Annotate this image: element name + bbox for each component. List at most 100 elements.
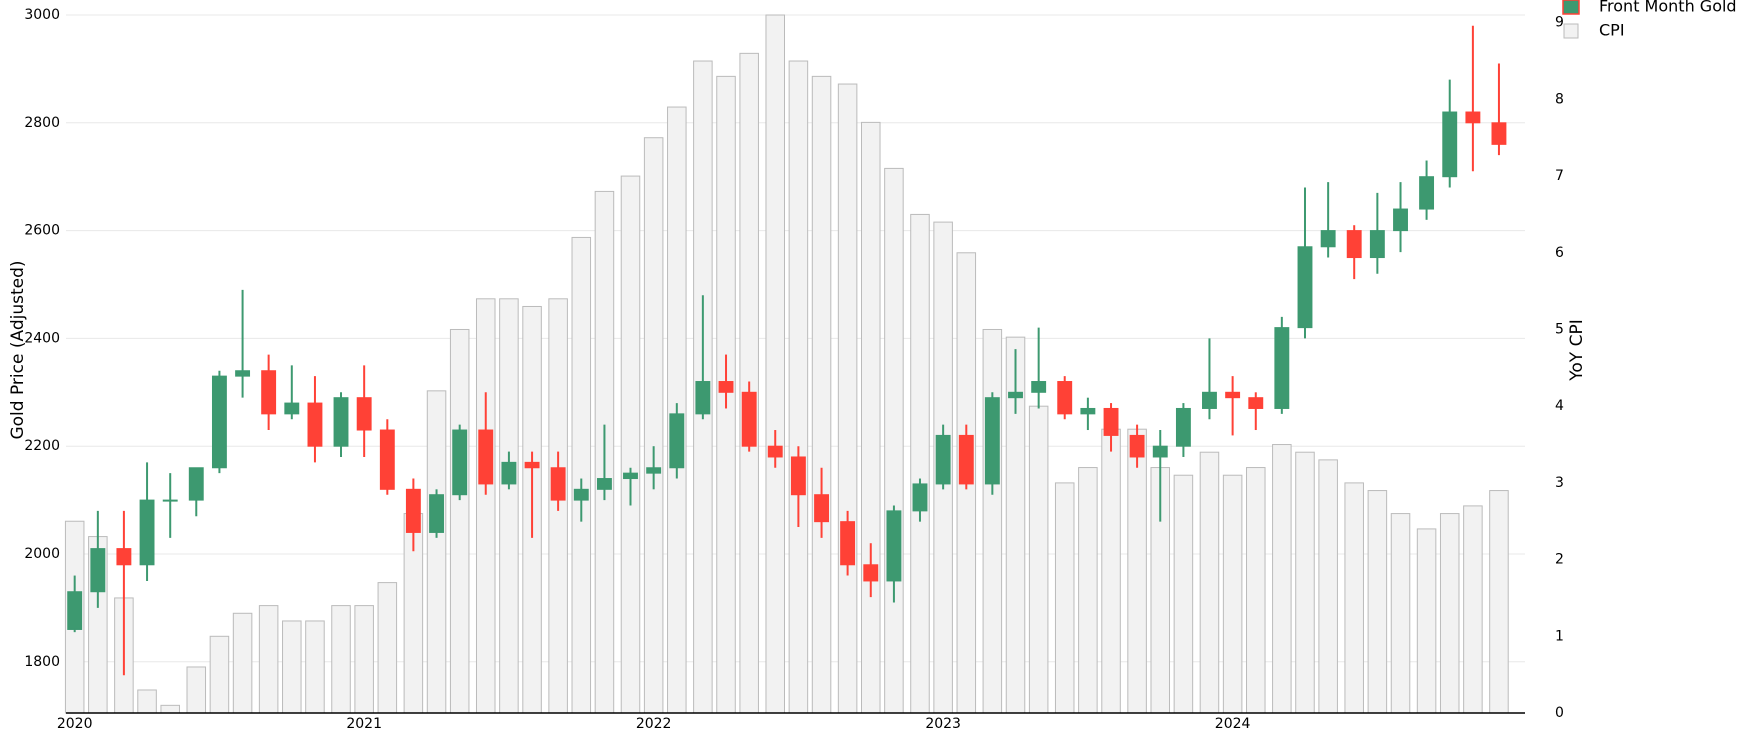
y2-tick-label: 5 — [1555, 321, 1564, 337]
candle-body — [1057, 381, 1073, 415]
candle-body — [524, 461, 540, 469]
candle-body — [379, 429, 395, 490]
y2-tick-label: 6 — [1555, 245, 1564, 261]
x-tick-label: 2021 — [346, 716, 382, 731]
candle-body — [1008, 391, 1023, 399]
candle-body — [550, 467, 566, 501]
cpi-bar — [837, 83, 858, 714]
cpi-bar — [1272, 444, 1292, 714]
y-tick-label: 2400 — [24, 330, 60, 346]
candle-body — [116, 548, 132, 566]
candle-body — [356, 397, 372, 431]
candle-body — [718, 381, 734, 393]
y2-tick-label: 4 — [1555, 398, 1564, 414]
candle-body — [1465, 111, 1481, 124]
candle-body — [188, 467, 204, 501]
candle-body — [162, 499, 178, 502]
x-tick-label: 2024 — [1215, 716, 1251, 731]
candle-body — [1442, 111, 1458, 178]
cpi-bar — [475, 298, 496, 714]
candle-body — [840, 521, 856, 566]
candle-body — [261, 370, 277, 415]
candle-body — [501, 461, 517, 485]
candle-body — [1129, 434, 1145, 458]
candle-body — [478, 429, 494, 485]
cpi-bar — [209, 635, 230, 714]
candle-body — [573, 488, 589, 501]
candle-body — [695, 381, 711, 415]
candle-body — [886, 510, 902, 582]
cpi-bar — [1078, 467, 1098, 714]
candle-body — [235, 370, 251, 377]
cpi-bar — [377, 582, 398, 714]
candle-body — [669, 413, 685, 469]
candle-body — [814, 494, 830, 523]
candle-body — [405, 488, 421, 533]
cpi-bar — [910, 213, 930, 714]
cpi-bar — [1439, 513, 1460, 714]
cpi-bar — [137, 689, 157, 714]
cpi-bar — [305, 620, 325, 714]
cpi-bar — [788, 60, 809, 714]
candle-body — [284, 402, 300, 415]
cpi-bar — [643, 137, 664, 714]
candle-body — [307, 402, 323, 447]
candle-body — [1369, 230, 1385, 259]
bar-layer — [64, 14, 1509, 714]
x-tick-label: 2023 — [925, 716, 961, 731]
candle-body — [1320, 230, 1336, 248]
cpi-bar — [354, 605, 374, 714]
candle-body — [1175, 407, 1191, 447]
cpi-bar — [1173, 474, 1194, 714]
y2-axis-label: YoY CPI — [1567, 319, 1587, 381]
candle-body — [211, 375, 227, 469]
cpi-bar — [861, 121, 881, 714]
candle-body — [90, 548, 106, 593]
y2-tick-label: 8 — [1555, 91, 1564, 107]
candle-body — [429, 494, 444, 533]
x-tick-label: 2020 — [57, 716, 93, 731]
cpi-bar — [160, 704, 180, 714]
candle-body — [984, 397, 1000, 485]
cpi-bar — [1222, 474, 1243, 714]
legend-label: Front Month Gold — [1599, 0, 1737, 16]
candle-body — [646, 467, 662, 474]
candle-body — [623, 472, 638, 480]
candle-body — [1274, 327, 1290, 409]
y-tick-label: 2000 — [24, 546, 60, 562]
x-tick-label: 2022 — [636, 716, 672, 731]
legend-icon — [1563, 23, 1579, 39]
y2-tick-label: 9 — [1555, 15, 1564, 31]
candle-body — [1419, 176, 1435, 210]
candle-body — [741, 391, 757, 447]
cpi-bar — [1344, 482, 1364, 714]
cpi-bar — [282, 620, 302, 714]
cpi-bar — [571, 236, 592, 714]
candle-body — [67, 591, 83, 630]
candle-body — [1393, 208, 1408, 232]
candle-body — [1491, 122, 1507, 145]
cpi-bar — [1367, 490, 1388, 714]
cpi-bar — [982, 328, 1003, 714]
y-tick-label: 1800 — [24, 654, 60, 670]
cpi-bar — [426, 390, 447, 714]
candle-body — [1080, 407, 1096, 415]
legend-label: CPI — [1599, 21, 1625, 40]
y2-tick-label: 0 — [1555, 705, 1564, 721]
candle-body — [912, 483, 928, 512]
candle-body — [767, 445, 783, 458]
cpi-bar — [499, 298, 519, 714]
candle-body — [1103, 407, 1119, 436]
y2-tick-label: 2 — [1555, 552, 1564, 568]
cpi-bar — [1246, 467, 1266, 714]
candle-body — [1152, 445, 1168, 458]
cpi-bar — [1390, 513, 1411, 714]
cpi-bar — [1318, 459, 1338, 714]
y-tick-label: 2800 — [24, 115, 60, 131]
cpi-bar — [1101, 428, 1121, 714]
cpi-bar — [186, 666, 207, 714]
cpi-bar — [1489, 490, 1509, 714]
cpi-bar — [449, 328, 470, 714]
y-tick-label: 2600 — [24, 223, 60, 239]
candle-body — [1202, 391, 1217, 409]
